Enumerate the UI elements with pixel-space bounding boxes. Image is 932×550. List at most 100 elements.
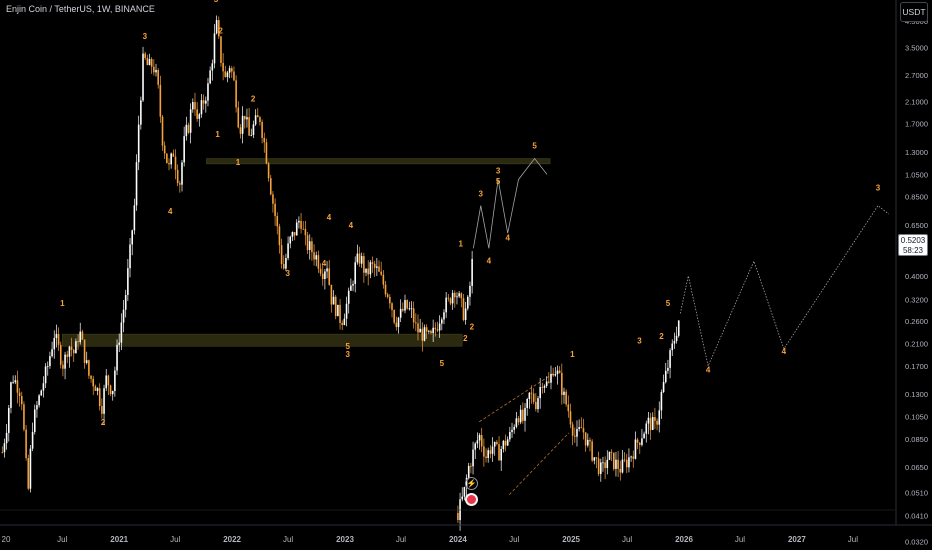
- wave-label-11: 4: [322, 259, 327, 268]
- candle-body-97: [211, 63, 214, 71]
- candle-body-128: [278, 226, 281, 246]
- candle-body-189: [410, 308, 413, 310]
- wave-label-9: 3: [286, 269, 291, 278]
- wave-label-2: 3: [143, 32, 148, 41]
- wave-label-29: 4: [706, 365, 711, 374]
- wave-label-19: 3: [479, 190, 484, 199]
- candle-body-213: [462, 298, 465, 321]
- candle-body-193: [419, 328, 421, 333]
- candle-body-151: [328, 268, 331, 285]
- price-tick-3: 2.1000: [905, 97, 928, 106]
- candle2-body-5: [467, 465, 470, 478]
- wave-label-22: 5: [496, 177, 501, 186]
- wave-label-8: 1: [236, 158, 241, 167]
- candle-body-94: [205, 100, 207, 104]
- candle2-body-67: [602, 462, 604, 464]
- price-tick-12: 0.2600: [905, 317, 928, 326]
- candle-body-187: [406, 300, 408, 309]
- candle2-body-97: [667, 367, 669, 371]
- price-tick-11: 0.3200: [905, 295, 928, 304]
- lightning-icon[interactable]: ⚡: [465, 477, 478, 490]
- currency-button[interactable]: USDT: [900, 2, 928, 22]
- candle-body-42: [92, 378, 95, 387]
- candle-body-176: [382, 274, 385, 285]
- channel-line-0: [479, 371, 556, 423]
- price-tick-17: 0.0850: [905, 435, 928, 444]
- candle2-body-84: [638, 442, 641, 445]
- candle2-body-95: [662, 382, 665, 392]
- time-tick-1: Jul: [57, 535, 67, 544]
- candle-body-152: [330, 284, 333, 305]
- candle-body-110: [239, 127, 242, 134]
- candle-body-113: [246, 117, 248, 120]
- candle2-body-24: [509, 431, 511, 440]
- candle-body-202: [438, 323, 441, 331]
- candle-body-12: [27, 458, 30, 489]
- candle2-body-61: [589, 439, 591, 442]
- candle2-body-93: [658, 410, 661, 425]
- candle2-body-12: [483, 446, 485, 457]
- candle-body-29: [64, 354, 66, 369]
- candle2-body-73: [615, 459, 617, 469]
- candle2-body-89: [649, 417, 652, 430]
- candle2-body-18: [496, 441, 498, 445]
- candle-body-18: [40, 390, 43, 396]
- candle-body-9: [20, 396, 23, 405]
- candle-body-157: [341, 322, 344, 325]
- candle-body-123: [267, 163, 270, 179]
- candle2-body-38: [539, 387, 541, 399]
- candle-body-87: [189, 109, 192, 133]
- wave-label-5: 2: [218, 27, 223, 36]
- candle-body-96: [209, 70, 211, 84]
- candle-body-211: [458, 293, 460, 297]
- time-axis[interactable]: 20 Jul 2021 Jul 2022 Jul 2023 Jul 2024 Jul 2025 Jul…: [0, 509, 932, 544]
- candle2-body-87: [645, 423, 648, 434]
- candle2-body-53: [571, 424, 574, 436]
- price-axis[interactable]: 4.50003.50002.70002.10001.70001.30001.05…: [895, 0, 928, 547]
- price-tick-2: 2.7000: [905, 71, 928, 80]
- candle-body-164: [356, 253, 359, 263]
- candle-body-119: [259, 117, 261, 123]
- candle2-body-25: [511, 429, 513, 432]
- price-tick-8: 0.6500: [905, 221, 928, 230]
- candle2-body-65: [597, 458, 600, 474]
- candle-body-102: [222, 62, 224, 72]
- candle-body-129: [280, 245, 283, 265]
- candle-body-68: [148, 59, 151, 66]
- candle2-body-85: [641, 438, 643, 445]
- candle-body-138: [300, 220, 302, 229]
- candle-body-184: [399, 308, 402, 318]
- candle-body-139: [302, 228, 305, 230]
- candle2-body-68: [604, 462, 606, 469]
- candle-body-99: [215, 20, 218, 34]
- time-tick-13: Jul: [735, 535, 745, 544]
- candle-body-56: [122, 309, 125, 323]
- price-tick-5: 1.3000: [905, 148, 928, 157]
- candle-body-215: [466, 296, 469, 309]
- price-tick-1: 3.5000: [905, 44, 928, 53]
- candle2-body-100: [673, 341, 676, 344]
- candle2-body-3: [463, 487, 466, 497]
- candle-body-106: [230, 68, 233, 72]
- candle2-body-72: [612, 452, 615, 469]
- candle2-body-21: [502, 440, 505, 450]
- candle2-body-6: [470, 465, 472, 467]
- candle-body-160: [347, 290, 350, 304]
- candle-body-89: [194, 102, 196, 110]
- candle2-body-82: [634, 439, 637, 459]
- candle-body-58: [127, 268, 129, 295]
- candle-body-3: [7, 407, 10, 433]
- candle-body-76: [166, 153, 168, 164]
- candle-body-16: [36, 405, 38, 410]
- wave-label-7: 2: [251, 94, 256, 103]
- candle2-body-22: [504, 440, 507, 446]
- candle-body-109: [237, 107, 240, 128]
- candle-body-179: [389, 296, 391, 304]
- wave-label-15: 5: [440, 359, 445, 368]
- candle-body-107: [233, 71, 235, 81]
- calendar-event-icon[interactable]: [465, 493, 478, 506]
- candle2-body-2: [461, 496, 464, 500]
- candle-body-13: [29, 448, 32, 489]
- candle2-body-16: [491, 446, 494, 454]
